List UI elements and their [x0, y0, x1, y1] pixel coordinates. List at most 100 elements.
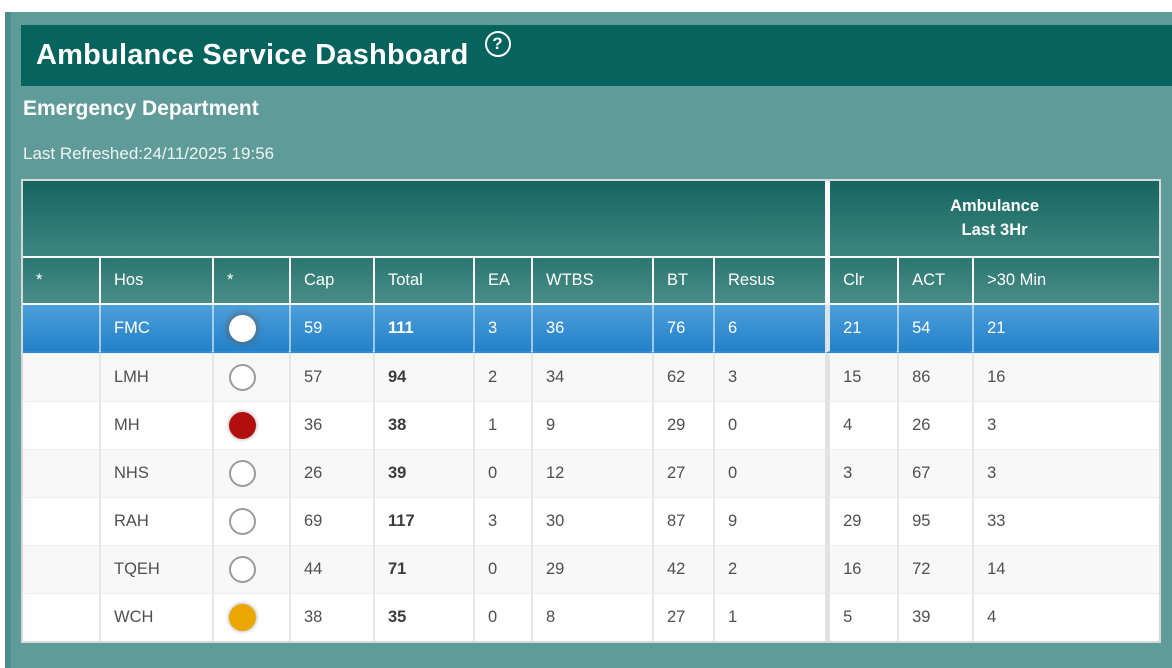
resus-cell: 9: [713, 497, 826, 545]
group-header-ambulance-line2: Last 3Hr: [961, 220, 1028, 239]
table-row[interactable]: NHS 26 39 0 12 27 0 3 67 3: [23, 449, 1160, 497]
header-bar: Ambulance Service Dashboard ?: [21, 25, 1172, 86]
act-cell: 72: [897, 545, 973, 593]
col-header-total[interactable]: Total: [373, 258, 473, 305]
page-title: Ambulance Service Dashboard: [36, 39, 469, 71]
status-indicator: [229, 314, 256, 342]
col-header-act[interactable]: ACT: [897, 258, 973, 305]
col-header-ea[interactable]: EA: [473, 258, 531, 305]
status-cell: [212, 401, 289, 449]
ed-table: Ambulance Last 3Hr * Hos * Cap Total EA …: [21, 179, 1161, 643]
wtbs-cell: 30: [531, 497, 652, 545]
wtbs-cell: 34: [531, 353, 652, 401]
wtbs-cell: 8: [531, 593, 652, 641]
col-header-status[interactable]: *: [212, 258, 289, 305]
col-header-hos[interactable]: Hos: [99, 258, 212, 305]
hospital-cell: NHS: [99, 449, 212, 497]
ea-cell: 0: [473, 593, 531, 641]
status-cell: [212, 305, 289, 353]
over30min-cell: 3: [972, 449, 1160, 497]
act-cell: 26: [897, 401, 973, 449]
table-row[interactable]: MH 36 38 1 9 29 0 4 26 3: [23, 401, 1160, 449]
act-cell: 95: [897, 497, 973, 545]
table-row[interactable]: TQEH 44 71 0 29 42 2 16 72 14: [23, 545, 1160, 593]
resus-cell: 1: [713, 593, 826, 641]
act-cell: 67: [897, 449, 973, 497]
act-cell: 86: [897, 353, 973, 401]
status-indicator: [229, 460, 256, 487]
wtbs-cell: 36: [531, 305, 652, 353]
over30min-cell: 3: [972, 401, 1160, 449]
ea-cell: 0: [473, 545, 531, 593]
status-indicator: [229, 508, 256, 535]
hospital-cell: TQEH: [99, 545, 212, 593]
resus-cell: 2: [713, 545, 826, 593]
row-flag-cell: [23, 593, 99, 641]
hospital-cell: FMC: [99, 305, 212, 353]
over30min-cell: 4: [972, 593, 1160, 641]
resus-cell: 0: [713, 449, 826, 497]
table-group-header-row: Ambulance Last 3Hr: [23, 181, 1160, 258]
hospital-cell: RAH: [99, 497, 212, 545]
clr-cell: 4: [825, 401, 898, 449]
ea-cell: 3: [473, 305, 531, 353]
act-cell: 39: [897, 593, 973, 641]
bt-cell: 27: [652, 449, 713, 497]
ea-cell: 2: [473, 353, 531, 401]
col-header-clr[interactable]: Clr: [825, 258, 898, 305]
wtbs-cell: 29: [531, 545, 652, 593]
clr-cell: 16: [825, 545, 898, 593]
status-cell: [212, 353, 289, 401]
ea-cell: 1: [473, 401, 531, 449]
status-indicator: [229, 364, 256, 391]
over30min-cell: 33: [972, 497, 1160, 545]
wtbs-cell: 12: [531, 449, 652, 497]
col-header-flag[interactable]: *: [23, 258, 99, 305]
help-icon[interactable]: ?: [484, 31, 511, 57]
over30min-cell: 16: [972, 353, 1160, 401]
table-row[interactable]: WCH 38 35 0 8 27 1 5 39 4: [23, 593, 1160, 641]
ea-cell: 0: [473, 449, 531, 497]
status-cell: [212, 497, 289, 545]
cap-cell: 38: [289, 593, 373, 641]
status-cell: [212, 449, 289, 497]
col-header-bt[interactable]: BT: [652, 258, 713, 305]
cap-cell: 57: [289, 353, 373, 401]
bt-cell: 87: [652, 497, 713, 545]
group-header-ambulance-line1: Ambulance: [950, 196, 1040, 215]
table-row[interactable]: RAH 69 117 3 30 87 9 29 95 33: [23, 497, 1160, 545]
bt-cell: 62: [652, 353, 713, 401]
act-cell: 54: [897, 305, 973, 353]
clr-cell: 29: [825, 497, 898, 545]
hospital-cell: MH: [99, 401, 212, 449]
row-flag-cell: [23, 401, 99, 449]
status-indicator: [229, 604, 256, 631]
hospital-cell: WCH: [99, 593, 212, 641]
table-row[interactable]: LMH 57 94 2 34 62 3 15 86 16: [23, 353, 1160, 401]
total-cell: 38: [373, 401, 473, 449]
status-indicator: [229, 556, 256, 583]
over30min-cell: 14: [972, 545, 1160, 593]
clr-cell: 15: [825, 353, 898, 401]
row-flag-cell: [23, 545, 99, 593]
col-header-resus[interactable]: Resus: [713, 258, 826, 305]
bt-cell: 27: [652, 593, 713, 641]
wtbs-cell: 9: [531, 401, 652, 449]
bt-cell: 29: [652, 401, 713, 449]
resus-cell: 3: [713, 353, 826, 401]
section-subtitle: Emergency Department: [23, 97, 259, 120]
ea-cell: 3: [473, 497, 531, 545]
bt-cell: 42: [652, 545, 713, 593]
clr-cell: 5: [825, 593, 898, 641]
table-column-header-row: * Hos * Cap Total EA WTBS BT Resus Clr A…: [23, 258, 1160, 305]
col-header-over30min[interactable]: >30 Min: [972, 258, 1160, 305]
col-header-wtbs[interactable]: WTBS: [531, 258, 652, 305]
table-row[interactable]: FMC 59 111 3 36 76 6 21 54 21: [23, 305, 1160, 353]
col-header-cap[interactable]: Cap: [289, 258, 373, 305]
resus-cell: 6: [713, 305, 826, 353]
total-cell: 71: [373, 545, 473, 593]
status-cell: [212, 593, 289, 641]
group-header-blank: [23, 181, 826, 258]
clr-cell: 21: [825, 305, 898, 353]
bt-cell: 76: [652, 305, 713, 353]
